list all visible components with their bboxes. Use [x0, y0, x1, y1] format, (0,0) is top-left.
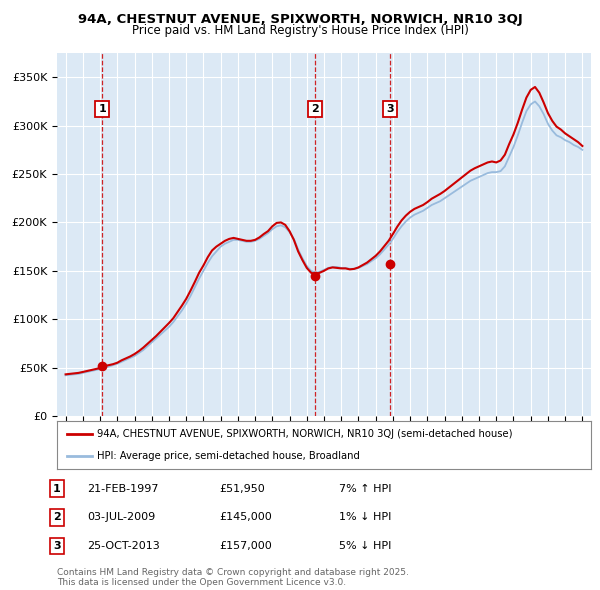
Text: 03-JUL-2009: 03-JUL-2009	[87, 513, 155, 522]
Text: 2: 2	[311, 104, 319, 114]
Text: 1: 1	[98, 104, 106, 114]
Text: 21-FEB-1997: 21-FEB-1997	[87, 484, 158, 493]
Text: 3: 3	[53, 541, 61, 550]
Text: 94A, CHESTNUT AVENUE, SPIXWORTH, NORWICH, NR10 3QJ (semi-detached house): 94A, CHESTNUT AVENUE, SPIXWORTH, NORWICH…	[97, 429, 512, 439]
Text: 5% ↓ HPI: 5% ↓ HPI	[339, 541, 391, 550]
Text: 1% ↓ HPI: 1% ↓ HPI	[339, 513, 391, 522]
Text: £157,000: £157,000	[219, 541, 272, 550]
Text: £51,950: £51,950	[219, 484, 265, 493]
Text: Price paid vs. HM Land Registry's House Price Index (HPI): Price paid vs. HM Land Registry's House …	[131, 24, 469, 37]
Text: 3: 3	[386, 104, 394, 114]
Text: £145,000: £145,000	[219, 513, 272, 522]
Text: 1: 1	[53, 484, 61, 493]
Text: Contains HM Land Registry data © Crown copyright and database right 2025.
This d: Contains HM Land Registry data © Crown c…	[57, 568, 409, 587]
Text: 25-OCT-2013: 25-OCT-2013	[87, 541, 160, 550]
Text: 7% ↑ HPI: 7% ↑ HPI	[339, 484, 391, 493]
Text: 2: 2	[53, 513, 61, 522]
Text: 94A, CHESTNUT AVENUE, SPIXWORTH, NORWICH, NR10 3QJ: 94A, CHESTNUT AVENUE, SPIXWORTH, NORWICH…	[77, 13, 523, 26]
Text: HPI: Average price, semi-detached house, Broadland: HPI: Average price, semi-detached house,…	[97, 451, 360, 461]
